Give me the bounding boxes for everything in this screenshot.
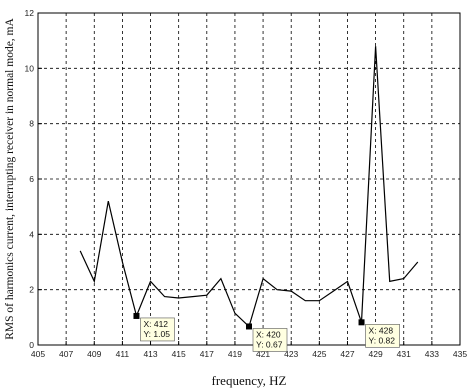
data-tip-x: X: 412 [143, 319, 168, 329]
y-tick-label: 4 [29, 229, 34, 239]
x-tick-label: 409 [87, 349, 101, 359]
data-tip-marker [358, 319, 365, 326]
data-tip-x: X: 420 [256, 329, 281, 339]
y-tick-label: 8 [29, 119, 34, 129]
x-tick-label: 419 [228, 349, 242, 359]
y-tick-label: 2 [29, 285, 34, 295]
x-tick-label: 405 [31, 349, 45, 359]
data-tip-box [365, 324, 400, 348]
x-tick-label: 417 [200, 349, 214, 359]
data-tip-marker [246, 323, 252, 330]
x-axis-ticks: 405 407 409 411 413 415 417 419 421 423 425 427 429 4… [31, 341, 467, 359]
x-tick-label: 427 [340, 349, 354, 359]
data-tip-y: Y: 0.67 [256, 339, 283, 349]
data-tip-marker [133, 312, 140, 319]
data-tip-y: Y: 0.82 [369, 335, 396, 345]
x-tick-label: 421 [256, 349, 270, 359]
x-tick-label: 407 [59, 349, 73, 359]
x-tick-label: 435 [453, 349, 467, 359]
x-tick-label: 429 [369, 349, 383, 359]
data-tip-y: Y: 1.05 [143, 329, 170, 339]
y-tick-label: 10 [25, 63, 35, 73]
x-axis-label: frequency, HZ [212, 373, 287, 388]
y-axis-label: RMS of harmonics current, interrupting r… [4, 18, 16, 340]
x-tick-label: 423 [284, 349, 298, 359]
x-tick-label: 431 [397, 349, 411, 359]
x-tick-label: 433 [425, 349, 439, 359]
x-tick-label: 415 [172, 349, 186, 359]
x-tick-label: 411 [116, 349, 130, 359]
grid [38, 13, 460, 345]
data-tip-x: X: 428 [369, 325, 394, 335]
y-tick-label: 6 [29, 174, 34, 184]
x-tick-label: 413 [143, 349, 157, 359]
x-tick-label: 425 [312, 349, 326, 359]
y-tick-label: 0 [29, 340, 34, 350]
y-tick-label: 12 [25, 8, 35, 18]
data-tip-box [140, 317, 175, 342]
y-axis-ticks: 0 2 4 6 8 10 12 [25, 8, 42, 350]
data-tip-box [252, 328, 288, 352]
series-line [79, 46, 419, 328]
